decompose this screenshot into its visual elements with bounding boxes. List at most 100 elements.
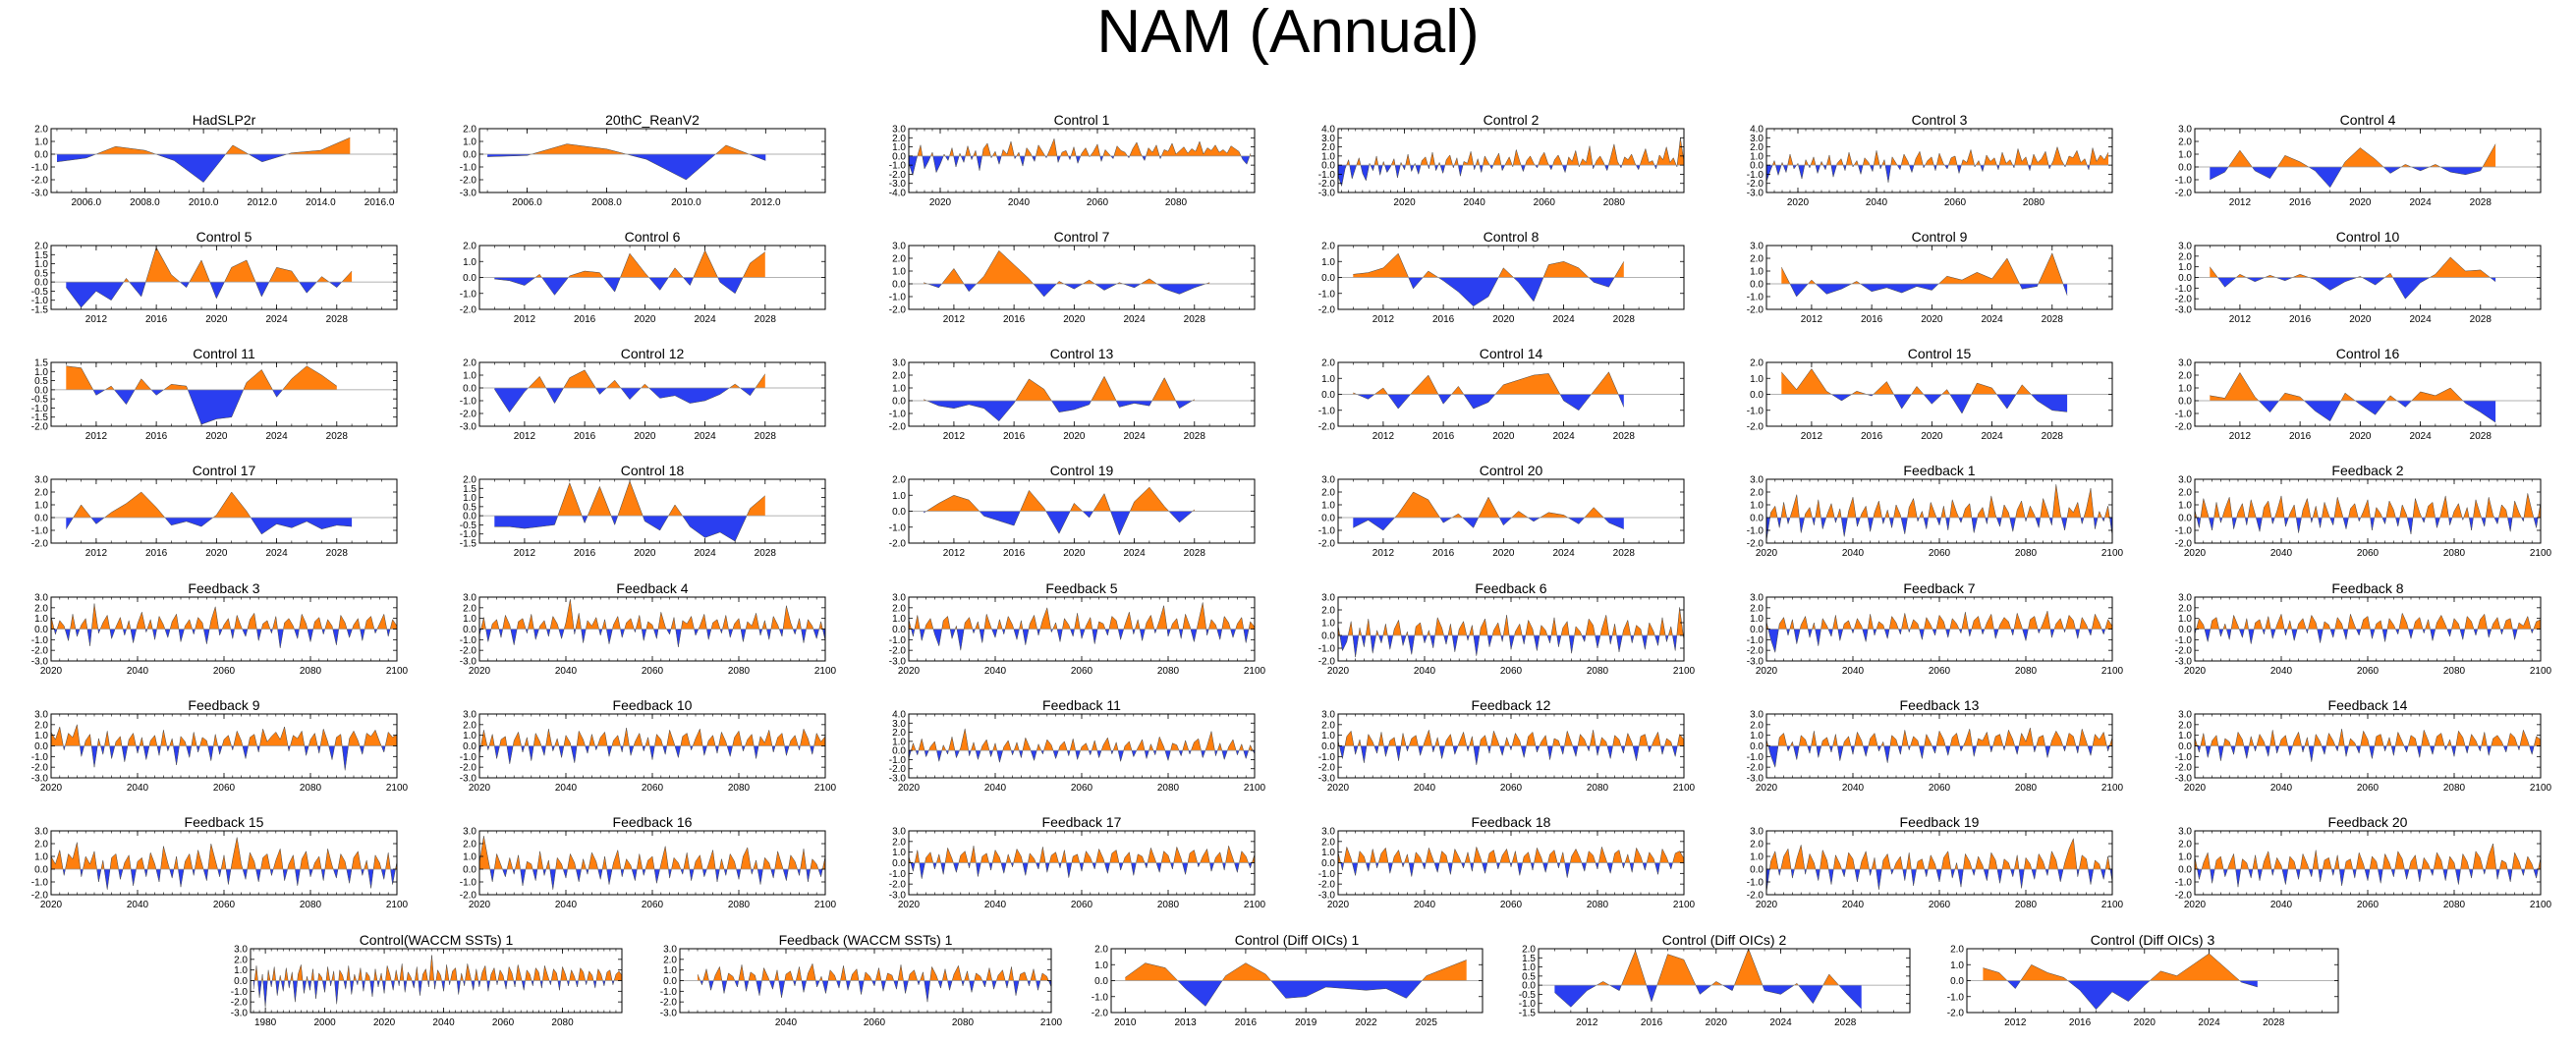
x-tick-label: 2040 [432, 1017, 455, 1028]
y-tick-label: -2.0 [1747, 646, 1764, 657]
y-tick-label: 1.0 [892, 267, 906, 278]
panel: Control (Diff OICs) 2 2.01.51.00.50.0-0.5… [1519, 932, 1911, 1028]
x-tick-label: 2028 [755, 314, 777, 325]
x-tick-label: 2020 [1063, 431, 1086, 442]
x-tick-label: 2020 [634, 431, 656, 442]
positive-area [51, 724, 397, 746]
x-tick-label: 2100 [2101, 666, 2124, 677]
x-tick-label: 2024 [1981, 314, 2003, 325]
y-tick-label: 0.0 [1094, 976, 1108, 987]
y-tick-label: 2.0 [1321, 142, 1335, 153]
x-tick-label: 2020 [1756, 666, 1778, 677]
x-tick-label: 2020 [898, 900, 921, 910]
x-tick-label: 2012 [85, 431, 108, 442]
x-tick-label: 2080 [1587, 900, 1609, 910]
negative-area [1766, 518, 2112, 541]
x-tick-label: 2024 [1123, 314, 1146, 325]
y-tick-label: -2.0 [2175, 646, 2193, 657]
x-tick-label: 2016 [2289, 197, 2312, 208]
y-tick-label: 2.0 [463, 603, 476, 614]
y-tick-label: -1.0 [1318, 869, 1336, 880]
negative-area [1408, 277, 1615, 306]
x-tick-label: 2012.0 [247, 197, 277, 208]
x-tick-label: 2060 [2357, 548, 2380, 559]
x-tick-label: 2060 [642, 900, 664, 910]
y-tick-label: 1.0 [892, 142, 906, 153]
x-tick-label: 2100 [1244, 666, 1266, 677]
y-tick-label: 0.0 [463, 625, 476, 635]
x-tick-label: 2100 [1244, 783, 1266, 794]
y-tick-label: -1.0 [1747, 526, 1764, 537]
y-tick-label: 1.0 [34, 614, 48, 625]
y-tick-label: 1.0 [1321, 501, 1335, 512]
series-line [924, 249, 1210, 298]
x-tick-label: 2020 [634, 314, 656, 325]
positive-area [1125, 960, 1467, 981]
series-line [2194, 612, 2542, 644]
y-tick-label: 0.0 [463, 273, 476, 284]
panel: Control 6 2.0 1.0 0.0 -1.0 -2.0 2012 2016 2020 20… [460, 229, 826, 325]
x-tick-label: 2024 [2409, 314, 2432, 325]
x-tick-label: 2080 [1587, 783, 1609, 794]
panel-title: Control 20 [1480, 463, 1543, 478]
series-line [908, 137, 1252, 177]
y-tick-label: 1.0 [463, 137, 476, 148]
series-line [1765, 484, 2113, 541]
y-tick-label: 1.0 [34, 852, 48, 863]
negative-area [1177, 980, 1423, 1007]
panel: Control 20 3.0 2.0 1.0 0.0 -1.0 -2.0 2012 2016 20… [1318, 463, 1685, 559]
y-tick-label: 1.0 [1321, 848, 1335, 858]
x-tick-label: 2060 [1500, 783, 1523, 794]
y-tick-label: -3.0 [2175, 305, 2193, 316]
x-tick-label: 2028 [2042, 431, 2064, 442]
y-tick-label: -1.0 [889, 635, 907, 646]
x-tick-label: 2100 [1673, 783, 1696, 794]
y-tick-label: -3.0 [460, 657, 477, 668]
panel: Feedback 114.03.02.01.00.0-1.0-2.0-3.020… [889, 697, 1266, 794]
y-tick-label: 0.5 [463, 502, 476, 513]
y-tick-label: -1.0 [460, 529, 477, 540]
y-tick-label: -2.0 [1747, 179, 1764, 190]
panel-title: Control 6 [625, 229, 681, 245]
y-tick-label: -2.0 [889, 764, 907, 775]
y-tick-label: -1.0 [889, 869, 907, 880]
y-tick-label: -3.0 [1318, 891, 1336, 902]
y-tick-label: -1.0 [460, 878, 477, 889]
y-tick-label: -1.0 [1747, 170, 1764, 181]
x-tick-label: 2040 [2270, 666, 2293, 677]
negative-area [2195, 629, 2534, 644]
x-tick-label: 2024 [265, 431, 288, 442]
x-tick-label: 2060 [1500, 900, 1523, 910]
panel-title: Control (Diff OICs) 2 [1662, 932, 1787, 948]
panel-title: Feedback 18 [1472, 814, 1551, 830]
panel-title: Feedback 5 [1045, 580, 1117, 596]
y-tick-label: -1.0 [1318, 526, 1336, 537]
x-tick-label: 2060 [1944, 197, 1967, 208]
y-tick-label: 0.0 [1750, 625, 1764, 635]
y-tick-label: -2.0 [31, 539, 49, 550]
y-tick-label: 3.0 [1321, 593, 1335, 604]
y-tick-label: 3.0 [234, 945, 248, 956]
plot-frame [1765, 245, 2113, 310]
x-tick-label: 2008.0 [130, 197, 160, 208]
y-tick-label: 0.0 [1321, 514, 1335, 524]
x-tick-label: 2040 [555, 666, 578, 677]
y-tick-label: -2.0 [31, 891, 49, 902]
y-tick-label: 2.0 [1321, 242, 1335, 252]
x-tick-label: 2024 [265, 548, 288, 559]
x-tick-label: 2010.0 [671, 197, 701, 208]
x-tick-label: 2080 [952, 1017, 975, 1028]
y-tick-label: -2.0 [2175, 539, 2193, 550]
panel: Control(WACCM SSTs) 1 3.02.01.00.0-1.0-2.… [231, 932, 623, 1028]
y-tick-label: -2.0 [660, 998, 678, 1009]
x-tick-label: 2080 [2023, 197, 2045, 208]
y-tick-label: 3.0 [1750, 593, 1764, 604]
panel: Control 16 3.0 2.0 1.0 0.0 -1.0 -2.0 2012 2016 20… [2175, 346, 2542, 442]
y-tick-label: -2.0 [1318, 539, 1336, 550]
panel-title: Control(WACCM SSTs) 1 [360, 932, 514, 948]
y-tick-label: -2.0 [31, 422, 49, 433]
